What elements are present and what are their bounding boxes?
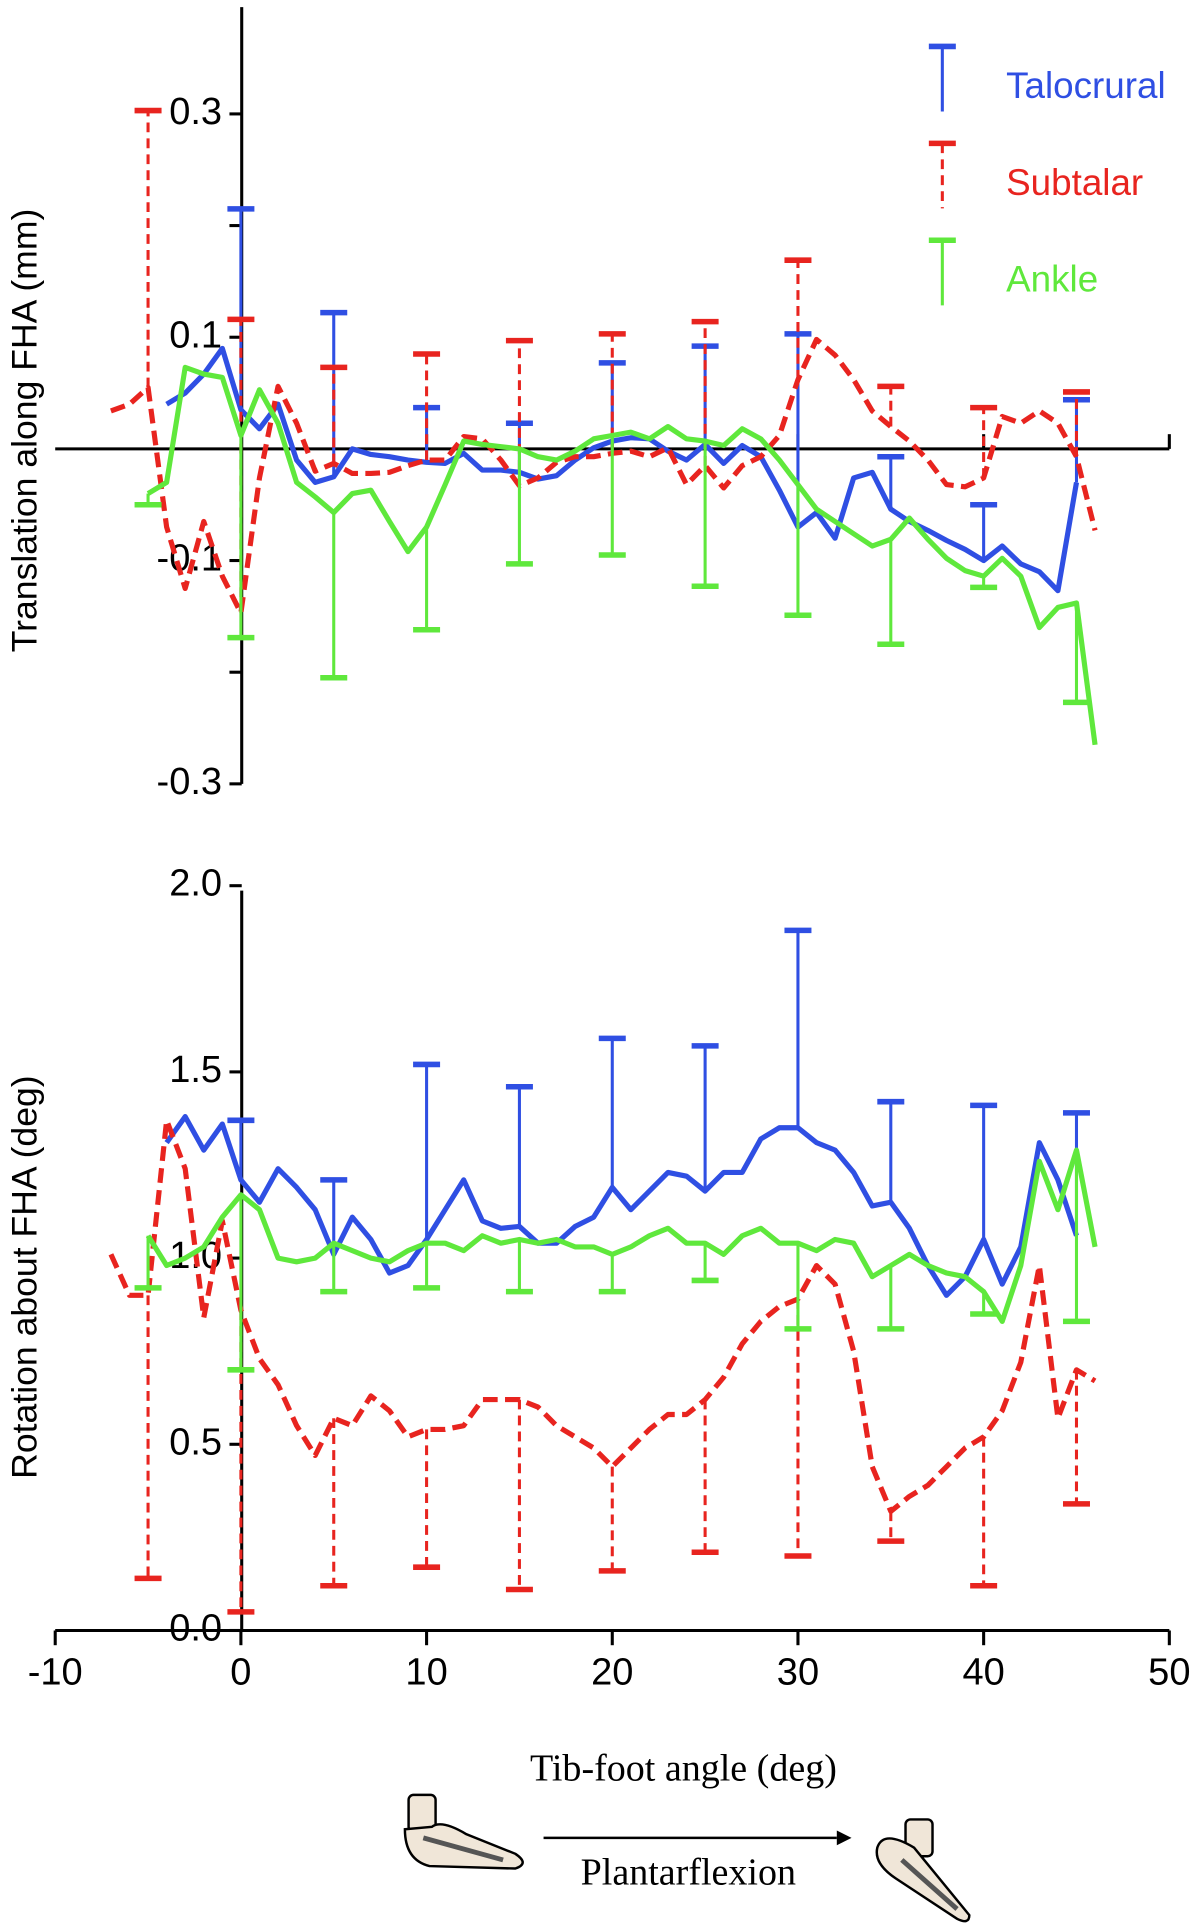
- x-tick-label: 10: [405, 1652, 447, 1694]
- arrow-head: [836, 1830, 852, 1846]
- x-tick-label: 40: [962, 1652, 1004, 1694]
- y-tick-label: 0.3: [169, 91, 222, 133]
- series-line: [145, 1147, 1098, 1324]
- annotation: Plantarflexion: [581, 1852, 796, 1894]
- series-line: [165, 345, 1080, 594]
- foot-icon-plantarflexed: [875, 1818, 971, 1923]
- series-line: [108, 1117, 1097, 1514]
- y-tick-label: 0.5: [169, 1421, 222, 1463]
- series-line: [146, 364, 1098, 746]
- y-tick-label: 1.5: [169, 1049, 222, 1091]
- x-axis-label: Tib-foot angle (deg): [530, 1747, 837, 1789]
- series-line: [110, 336, 1098, 616]
- y-tick-label: -0.3: [157, 761, 223, 803]
- foot-icons: [403, 1793, 971, 1923]
- x-tick-label: -10: [28, 1652, 83, 1694]
- foot-icon-neutral: [403, 1793, 524, 1870]
- y-axis-label: Rotation about FHA (deg): [4, 1075, 44, 1478]
- y-tick-label: 0.1: [169, 314, 222, 356]
- y-tick-label: 2.0: [169, 863, 222, 905]
- legend-label: Talocrural: [1006, 65, 1166, 106]
- y-tick-label: 0.0: [169, 1608, 222, 1650]
- y-axis-label: Translation along FHA (mm): [4, 209, 44, 653]
- x-tick-label: 30: [777, 1652, 819, 1694]
- x-tick-label: 0: [230, 1652, 251, 1694]
- x-tick-label: 20: [591, 1652, 633, 1694]
- legend-label: Subtalar: [1006, 162, 1143, 203]
- x-tick-label: 50: [1148, 1652, 1190, 1694]
- series-line: [164, 1114, 1079, 1298]
- legend-label: Ankle: [1006, 259, 1098, 300]
